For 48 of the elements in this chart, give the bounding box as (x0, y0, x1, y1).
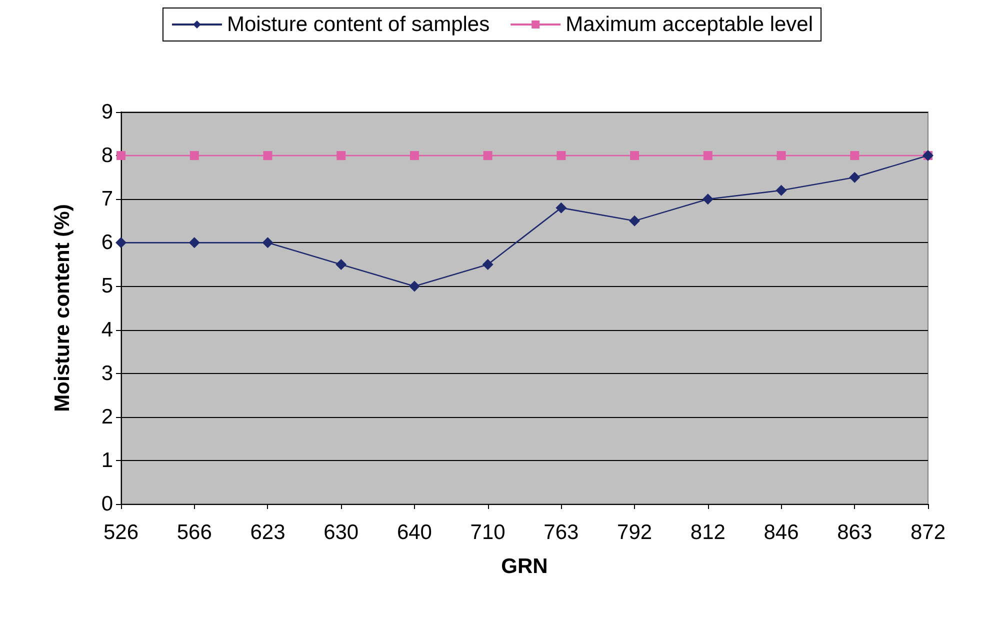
point (702, 194, 714, 205)
y-axis-title: Moisture content (%) (51, 204, 74, 412)
point (188, 237, 200, 248)
point (556, 151, 566, 160)
point (703, 151, 712, 160)
y-tick-label: 1 (101, 448, 113, 472)
x-tick-label: 630 (324, 521, 359, 544)
x-tick-label: 863 (837, 521, 872, 544)
x-tick-label: 640 (396, 521, 432, 544)
y-tick-label: 8 (101, 144, 113, 168)
x-tick-label: 872 (910, 521, 946, 544)
y-tick-label: 6 (101, 231, 113, 254)
y-tick-label: 5 (101, 274, 113, 298)
point (116, 151, 126, 160)
point (410, 151, 419, 160)
legend-label: Moisture content of samples (226, 13, 490, 36)
point (262, 237, 274, 248)
x-tick-label: 792 (617, 521, 652, 544)
point (408, 280, 420, 292)
y-tick-label: 9 (101, 100, 113, 124)
point (190, 151, 199, 160)
x-tick-label: 566 (176, 521, 212, 544)
point (776, 151, 786, 160)
x-tick-label: 710 (470, 521, 506, 544)
point (629, 215, 640, 226)
y-tick-label: 0 (101, 492, 113, 516)
point (336, 151, 346, 160)
point (630, 151, 640, 160)
point (483, 151, 492, 160)
x-tick-label: 812 (690, 521, 726, 544)
point (850, 151, 860, 160)
y-tick-label: 7 (101, 188, 113, 211)
point (482, 258, 494, 270)
point (116, 237, 126, 248)
x-axis-title: GRN (501, 555, 548, 578)
point (336, 258, 347, 270)
point (556, 202, 567, 214)
x-tick-label: 623 (250, 521, 286, 544)
point (776, 184, 787, 196)
x-tick-label: 763 (544, 521, 579, 544)
x-tick-label: 526 (103, 521, 139, 544)
legend-label: Maximum acceptable level (566, 13, 814, 36)
y-tick-label: 4 (101, 318, 114, 342)
y-tick-label: 3 (101, 362, 113, 385)
y-tick-label: 2 (101, 405, 113, 428)
x-tick-label: 846 (764, 521, 799, 544)
point (263, 151, 272, 160)
point (849, 172, 860, 183)
